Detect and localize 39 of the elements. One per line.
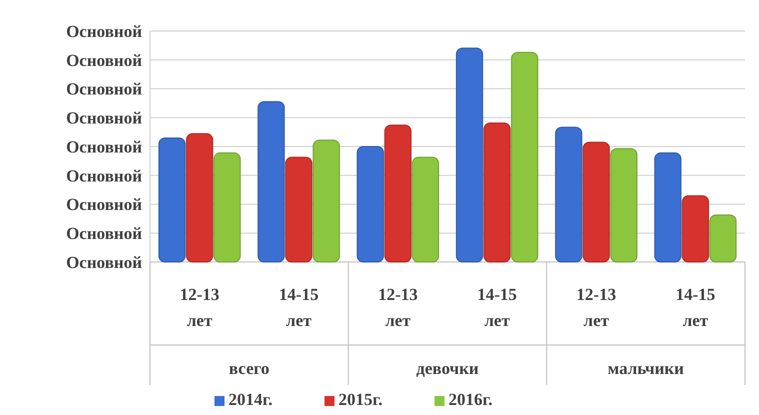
- x-tick-label: 14-15 лет: [676, 285, 716, 330]
- bar: [654, 152, 682, 262]
- legend-label: 2016г.: [448, 390, 493, 409]
- text: Основной: [66, 195, 142, 214]
- bar: [384, 124, 412, 262]
- text: Основной: [66, 224, 142, 244]
- text: Основной: [66, 137, 142, 156]
- bar: [456, 48, 484, 262]
- bar: [356, 146, 384, 262]
- bar: [158, 137, 186, 262]
- bar: [610, 148, 638, 262]
- x-tick-label: 12-13 лет: [576, 285, 616, 330]
- bar: [312, 140, 340, 262]
- bar: [582, 142, 610, 262]
- text: Основной: [66, 80, 142, 99]
- bar: [483, 122, 511, 262]
- bar: [258, 101, 285, 262]
- text: Основной: [66, 252, 142, 272]
- x-tick-label: 14-15 лет: [278, 285, 319, 330]
- legend-label: 2015г.: [338, 390, 383, 409]
- x-tick-label: 14-15 лет: [477, 285, 517, 330]
- bar: [682, 195, 710, 262]
- bar: [285, 156, 312, 262]
- bar: [186, 133, 214, 262]
- bar: [412, 156, 440, 262]
- text: Основной: [66, 108, 142, 128]
- bar: [555, 126, 582, 262]
- x-tick-label: 12-13 лет: [378, 285, 418, 330]
- text: Основной: [66, 166, 142, 186]
- bar: [511, 52, 538, 262]
- text: всего: [228, 359, 270, 378]
- text: девочки: [416, 359, 479, 378]
- x-tick-label: 12-13 лет: [180, 285, 220, 330]
- text: Основной: [66, 22, 142, 41]
- bar: [214, 152, 241, 262]
- bar: [709, 214, 737, 262]
- legend-label: 2014г.: [228, 390, 273, 409]
- text: Основной: [66, 50, 142, 70]
- text: мальчики: [608, 359, 684, 378]
